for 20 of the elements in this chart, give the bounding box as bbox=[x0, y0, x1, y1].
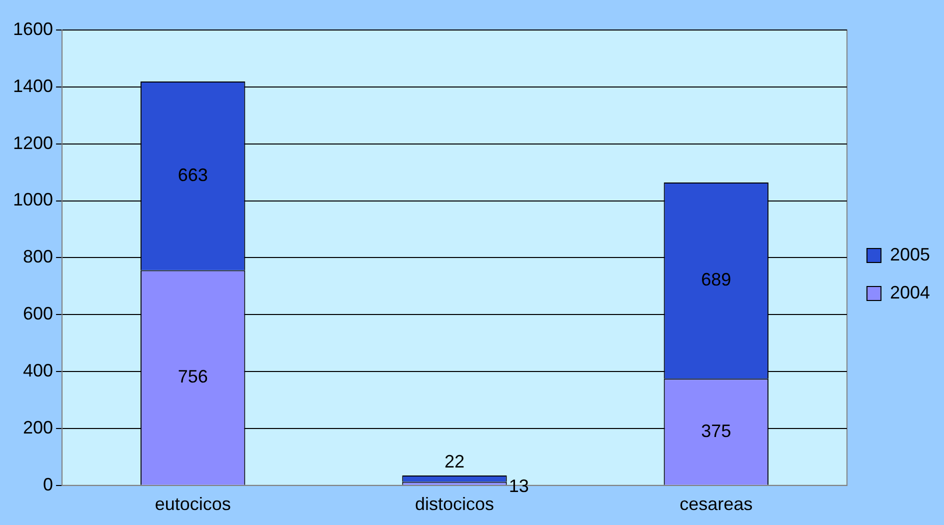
data-label: 756 bbox=[178, 366, 208, 387]
x-tick-label: cesareas bbox=[680, 494, 753, 514]
data-label: 13 bbox=[508, 476, 529, 496]
data-label: 663 bbox=[178, 164, 208, 185]
y-tick-label: 1400 bbox=[12, 76, 54, 96]
data-label: 22 bbox=[444, 451, 465, 472]
y-tick-label: 0 bbox=[43, 474, 54, 494]
y-tick-label: 1200 bbox=[12, 132, 54, 153]
y-tick-label: 1000 bbox=[12, 190, 54, 210]
data-label: 375 bbox=[701, 420, 732, 441]
y-tick-label: 1600 bbox=[12, 18, 54, 39]
x-tick-label: eutocicos bbox=[154, 494, 231, 514]
y-tick-label: 600 bbox=[22, 304, 54, 324]
data-label: 689 bbox=[701, 270, 732, 290]
y-tick-label: 400 bbox=[22, 360, 54, 381]
legend-label: 2005 bbox=[890, 244, 930, 264]
x-tick-label: distocicos bbox=[414, 494, 494, 514]
legend-label: 2004 bbox=[890, 282, 930, 302]
y-tick-label: 200 bbox=[22, 417, 54, 438]
y-tick-label: 800 bbox=[22, 246, 54, 267]
